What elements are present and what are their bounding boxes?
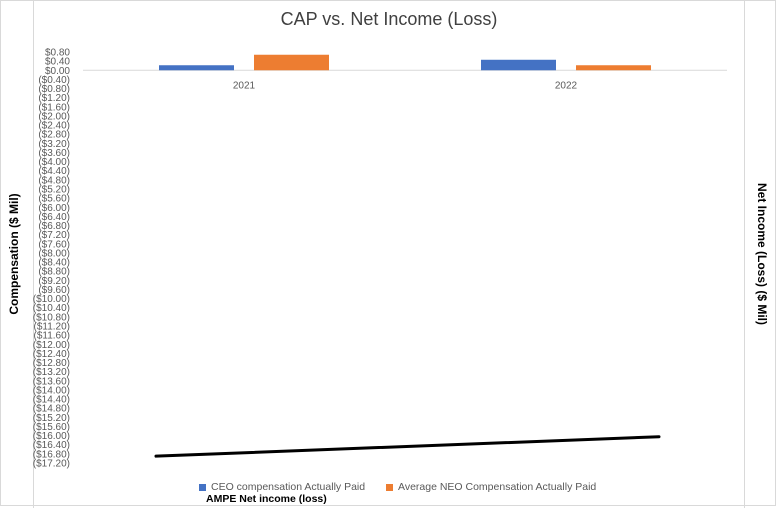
legend-label-neo: Average NEO Compensation Actually Paid bbox=[398, 481, 597, 493]
legend-neo: Average NEO Compensation Actually Paid bbox=[386, 481, 596, 493]
y-tick-label: ($9.60) bbox=[38, 285, 70, 296]
chart-title: CAP vs. Net Income (Loss) bbox=[280, 9, 498, 29]
y-tick-label: ($12.80) bbox=[33, 358, 70, 369]
legend-label-ceo: CEO compensation Actually Paid bbox=[211, 481, 366, 493]
y-tick-label: ($11.20) bbox=[33, 322, 70, 333]
y-tick-label: ($7.20) bbox=[38, 230, 70, 241]
legend-swatch-ceo bbox=[199, 483, 206, 491]
y-tick-label: ($14.00) bbox=[33, 385, 70, 396]
x-category-label: 2022 bbox=[555, 80, 578, 91]
y-tick-label: ($3.60) bbox=[38, 148, 70, 159]
y-tick-label: ($16.00) bbox=[33, 431, 70, 442]
y-tick-label: ($5.60) bbox=[38, 194, 70, 205]
y-tick-label: ($8.00) bbox=[38, 248, 70, 259]
y-tick-label: ($8.40) bbox=[38, 258, 70, 269]
y-tick-label: ($3.20) bbox=[38, 139, 70, 150]
y-tick-label: ($6.80) bbox=[38, 221, 70, 232]
y-tick-label: ($4.40) bbox=[38, 166, 70, 177]
y-tick-label: ($6.40) bbox=[38, 212, 70, 223]
y-tick-label: ($1.60) bbox=[38, 102, 70, 113]
bar-neo-2021 bbox=[254, 54, 329, 71]
y-tick-label: ($13.20) bbox=[33, 367, 70, 378]
y-tick-label: ($0.80) bbox=[38, 84, 70, 95]
y-tick-label: ($16.40) bbox=[33, 440, 70, 451]
x-category-label: 2021 bbox=[233, 80, 256, 91]
y-tick-label: ($15.60) bbox=[33, 422, 70, 433]
y-tick-label: ($10.40) bbox=[33, 303, 70, 314]
net-income-line bbox=[154, 435, 661, 458]
y-tick-label: ($17.20) bbox=[33, 459, 70, 470]
y-tick-label: ($1.20) bbox=[38, 93, 70, 104]
plot-area-border bbox=[33, 0, 745, 508]
y-tick-label: ($12.00) bbox=[33, 340, 70, 351]
y-tick-label: ($0.40) bbox=[38, 75, 70, 86]
y-tick-label: ($10.80) bbox=[33, 312, 70, 323]
y-tick-label: $0.80 bbox=[45, 48, 70, 59]
y-tick-label: ($10.00) bbox=[33, 294, 70, 305]
y-tick-label: ($11.60) bbox=[33, 331, 70, 342]
bar-ceo-2022 bbox=[481, 59, 556, 71]
legend-label-net-income: AMPE Net income (loss) bbox=[206, 493, 327, 505]
y-tick-label: ($5.20) bbox=[38, 185, 70, 196]
y-tick-label: ($2.00) bbox=[38, 111, 70, 122]
legend-swatch-neo bbox=[386, 483, 393, 491]
y-tick-label: ($14.40) bbox=[33, 395, 70, 406]
y-tick-label: ($16.80) bbox=[33, 449, 70, 460]
y-tick-label: ($14.80) bbox=[33, 404, 70, 415]
y-tick-label: $0.40 bbox=[45, 57, 70, 68]
y-tick-label: ($4.80) bbox=[38, 175, 70, 186]
y-tick-label: ($2.80) bbox=[38, 130, 70, 141]
y-tick-label: ($15.20) bbox=[33, 413, 70, 424]
y-tick-label: ($13.60) bbox=[33, 376, 70, 387]
bar-neo-2022 bbox=[576, 65, 651, 71]
y-tick-label: ($4.00) bbox=[38, 157, 70, 168]
y-tick-label: $0.00 bbox=[45, 66, 70, 77]
y-tick-label: ($7.60) bbox=[38, 239, 70, 250]
legend-ceo: CEO compensation Actually Paid bbox=[199, 481, 365, 493]
y-tick-label: ($6.00) bbox=[38, 203, 70, 214]
bar-ceo-2021 bbox=[159, 65, 234, 71]
y-tick-label: ($12.40) bbox=[33, 349, 70, 360]
y-tick-label: ($8.80) bbox=[38, 267, 70, 278]
y-tick-label: ($9.20) bbox=[38, 276, 70, 287]
y-tick-label: ($2.40) bbox=[38, 121, 70, 132]
